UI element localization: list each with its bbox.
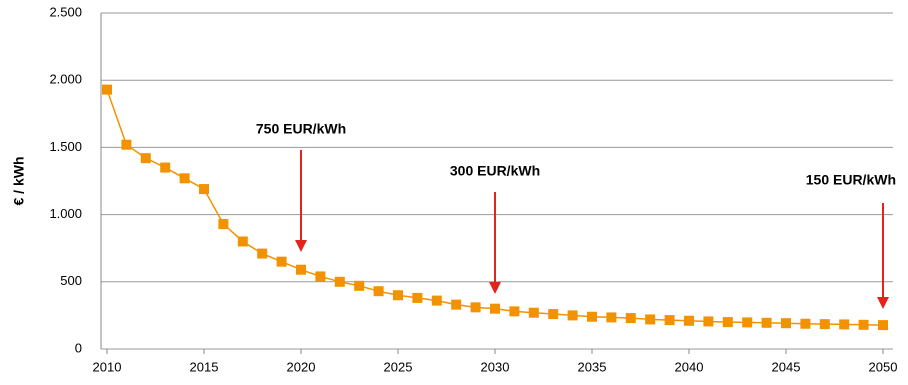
- marker: [373, 286, 384, 297]
- y-axis-label: € / kWh: [11, 156, 27, 205]
- y-tick-label: 0: [75, 340, 82, 355]
- marker: [528, 307, 539, 318]
- marker: [257, 248, 268, 259]
- marker: [451, 299, 462, 310]
- marker: [179, 173, 190, 184]
- marker: [742, 317, 753, 328]
- marker: [354, 280, 365, 291]
- marker: [102, 84, 112, 95]
- marker: [722, 317, 733, 328]
- marker: [218, 219, 229, 230]
- x-tick-label: 2025: [384, 359, 413, 374]
- y-tick-label: 500: [60, 273, 82, 288]
- marker: [684, 315, 694, 326]
- marker: [645, 314, 656, 325]
- marker: [121, 139, 132, 150]
- x-tick-label: 2020: [287, 359, 316, 374]
- y-tick-label: 2.000: [49, 72, 82, 87]
- marker: [199, 184, 209, 195]
- marker: [664, 315, 675, 326]
- x-tick-label: 2050: [869, 359, 898, 374]
- marker: [140, 153, 151, 164]
- marker: [412, 292, 423, 303]
- marker: [800, 318, 811, 329]
- marker: [393, 290, 403, 301]
- x-tick-label: 2045: [772, 359, 801, 374]
- annotation: 300 EUR/kWh: [450, 163, 540, 179]
- annotation-arrowhead: [877, 297, 889, 309]
- annotation-arrowhead: [295, 240, 307, 252]
- marker: [490, 303, 500, 314]
- marker: [296, 264, 306, 275]
- marker: [761, 317, 772, 328]
- marker: [567, 310, 578, 321]
- marker: [703, 316, 714, 327]
- annotation: 150 EUR/kWh: [806, 172, 896, 188]
- x-tick-label: 2035: [578, 359, 607, 374]
- y-tick-label: 1.500: [49, 139, 82, 154]
- marker: [548, 309, 559, 320]
- marker: [839, 319, 850, 330]
- marker: [878, 320, 888, 331]
- annotation: 750 EUR/kWh: [256, 121, 346, 137]
- marker: [781, 318, 791, 329]
- x-tick-label: 2030: [481, 359, 510, 374]
- y-tick-label: 1.000: [49, 206, 82, 221]
- marker: [819, 319, 830, 330]
- marker: [625, 313, 636, 324]
- marker: [276, 256, 287, 267]
- marker: [606, 312, 617, 323]
- marker: [509, 306, 520, 317]
- x-tick-label: 2015: [190, 359, 219, 374]
- marker: [334, 276, 345, 287]
- marker: [858, 319, 869, 330]
- marker: [315, 271, 326, 282]
- y-tick-label: 2.500: [49, 4, 82, 19]
- x-tick-label: 2010: [93, 359, 122, 374]
- x-tick-label: 2040: [675, 359, 704, 374]
- marker: [587, 311, 597, 322]
- marker: [431, 295, 442, 306]
- marker: [160, 162, 171, 173]
- marker: [237, 236, 248, 247]
- annotation-arrowhead: [489, 282, 501, 294]
- marker: [470, 302, 481, 313]
